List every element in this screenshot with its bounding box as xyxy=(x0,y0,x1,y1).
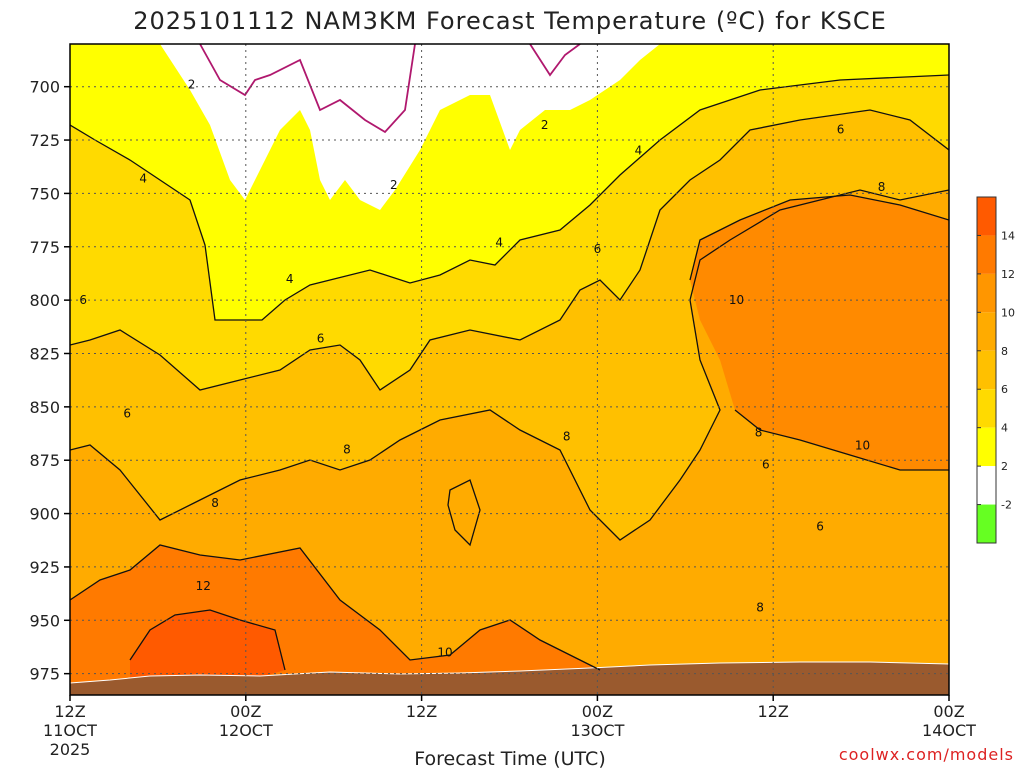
contour-label: 2 xyxy=(390,178,398,192)
contour-label: 8 xyxy=(755,425,763,439)
x-tick-label: 13OCT xyxy=(570,721,624,740)
y-tick-label: 775 xyxy=(29,238,60,257)
contour-label: 10 xyxy=(855,438,870,452)
freezing-contour xyxy=(199,44,581,134)
contour-label: 6 xyxy=(762,457,770,471)
cold-core xyxy=(160,44,660,210)
y-tick-label: 975 xyxy=(29,665,60,684)
x-tick-label: 00Z xyxy=(582,702,613,721)
band-6-to-8 xyxy=(70,110,949,540)
band-12-to-14 xyxy=(130,610,285,685)
plot-frame xyxy=(69,43,950,696)
terrain xyxy=(70,661,949,695)
contour-label: 4 xyxy=(286,272,294,286)
y-tick-label: 700 xyxy=(29,78,60,97)
colorbar-swatch xyxy=(977,427,996,467)
y-axis: 700 725 750 775 800 825 850 875 900 925 950 975 xyxy=(29,78,70,684)
plot-area: 2 2 2 4 4 4 4 6 6 6 6 6 6 6 8 8 8 8 8 8 10 10 10 12 xyxy=(70,44,949,695)
contour-label: 6 xyxy=(123,406,131,420)
contour-label: 2 xyxy=(188,78,196,92)
y-tick-label: 900 xyxy=(29,505,60,524)
y-tick-label: 825 xyxy=(29,344,60,363)
contour-label: 6 xyxy=(837,122,845,136)
x-tick-label: 14OCT xyxy=(922,721,976,740)
x-tick-label: 00Z xyxy=(933,702,964,721)
colorbar-label: 6 xyxy=(1001,383,1008,396)
chart-title: 2025101112 NAM3KM Forecast Temperature (… xyxy=(133,7,887,35)
y-tick-label: 950 xyxy=(29,611,60,630)
colorbar-swatch xyxy=(977,350,996,390)
y-tick-label: 925 xyxy=(29,558,60,577)
colorbar-label: 12 xyxy=(1001,268,1015,281)
contour-label: 8 xyxy=(211,496,219,510)
x-axis-label: Forecast Time (UTC) xyxy=(414,748,605,768)
x-tick-label: 12OCT xyxy=(219,721,273,740)
x-tick-label: 00Z xyxy=(230,702,261,721)
colorbar-frame xyxy=(976,196,997,544)
x-tick-label: 11OCT xyxy=(43,721,97,740)
y-tick-label: 750 xyxy=(29,184,60,203)
contour-label: 4 xyxy=(635,144,643,158)
colorbar-label: 4 xyxy=(1001,422,1008,435)
colorbar-swatch xyxy=(977,197,996,236)
contour-label: 8 xyxy=(343,443,351,457)
contour-label: 6 xyxy=(816,519,824,533)
colorbar-swatch xyxy=(977,389,996,428)
colorbar-label: -2 xyxy=(1001,499,1012,512)
band-4-to-6 xyxy=(70,75,949,390)
grid xyxy=(70,44,949,695)
contour-label: 4 xyxy=(495,236,503,250)
colorbar-label: 8 xyxy=(1001,345,1008,358)
contour-label: 6 xyxy=(79,293,87,307)
contour-label: 4 xyxy=(139,171,147,185)
colorbar-label: 2 xyxy=(1001,460,1008,473)
y-tick-label: 875 xyxy=(29,451,60,470)
contour-label: 10 xyxy=(437,645,452,659)
contour-labels: 2 2 2 4 4 4 4 6 6 6 6 6 6 6 8 8 8 8 8 8 10 10 10 12 xyxy=(79,78,886,660)
contour-label: 6 xyxy=(317,332,325,346)
isotherms xyxy=(70,74,949,671)
x-tick-label: 12Z xyxy=(758,702,789,721)
contour-label: 12 xyxy=(196,579,211,593)
x-tick-label: 12Z xyxy=(406,702,437,721)
x-tick-label: 12Z xyxy=(54,702,85,721)
contour-label: 2 xyxy=(541,118,549,132)
y-tick-label: 725 xyxy=(29,131,60,150)
contour-label: 8 xyxy=(878,180,886,194)
contour-label: 10 xyxy=(729,293,744,307)
warm-core-right xyxy=(690,195,949,470)
colorbar-swatch xyxy=(977,504,996,543)
colorbar-label: 10 xyxy=(1001,306,1015,319)
colorbar: 14 12 10 8 6 4 2 -2 xyxy=(976,196,1015,544)
y-tick-label: 850 xyxy=(29,398,60,417)
contour-label: 6 xyxy=(594,242,602,256)
colorbar-swatch xyxy=(977,466,996,505)
band-10-to-12 xyxy=(70,545,949,695)
colorbar-swatch xyxy=(977,312,996,351)
contour-label: 8 xyxy=(756,600,764,614)
colorbar-swatch xyxy=(977,273,996,313)
colorbar-label: 14 xyxy=(1001,229,1015,242)
y-tick-label: 800 xyxy=(29,291,60,310)
contour-label: 8 xyxy=(563,430,571,444)
x-tick-label: 2025 xyxy=(50,740,91,759)
colorbar-swatch xyxy=(977,235,996,274)
credit-text: coolwx.com/models xyxy=(839,745,1014,764)
